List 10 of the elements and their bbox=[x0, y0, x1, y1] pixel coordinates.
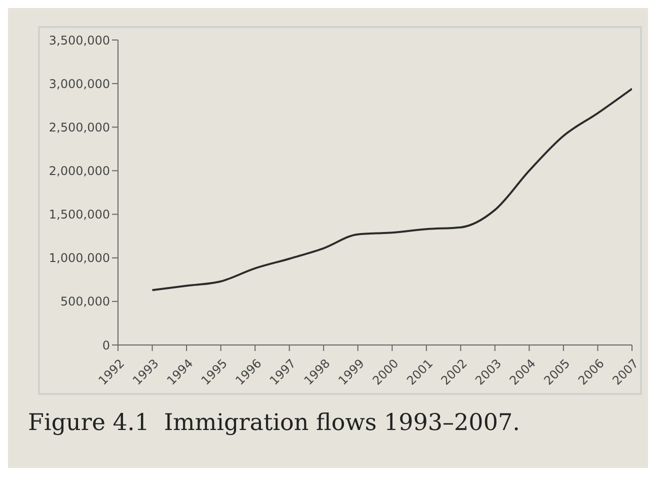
y-tick-label: 0 bbox=[102, 338, 110, 352]
y-tick-label: 1,500,000 bbox=[48, 208, 110, 222]
y-tick-label: 3,500,000 bbox=[48, 33, 110, 48]
y-tick-label: 2,500,000 bbox=[48, 120, 110, 134]
y-tick-label: 500,000 bbox=[60, 294, 110, 309]
y-tick-label: 3,000,000 bbox=[48, 76, 110, 91]
y-tick-label: 1,000,000 bbox=[48, 251, 110, 266]
text: Figure 4.1 Immigration flows 1993–2007. bbox=[28, 410, 520, 436]
line-series bbox=[151, 88, 632, 292]
y-tick-label: 2,000,000 bbox=[48, 164, 110, 178]
